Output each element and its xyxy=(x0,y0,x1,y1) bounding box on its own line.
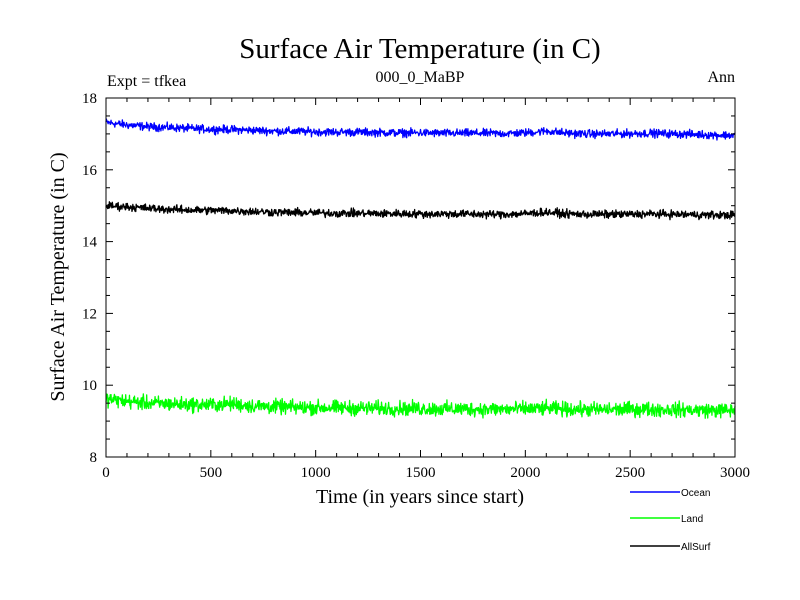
y-axis-label: Surface Air Temperature (in C) xyxy=(47,152,69,401)
y-tick-label: 18 xyxy=(82,91,97,107)
y-tick-label: 8 xyxy=(90,450,98,466)
series-layer xyxy=(105,118,736,419)
legend-label-ocean: Ocean xyxy=(681,488,710,499)
axes-layer: 0 500 1000 1500 2000 2500 3000 8 10 12 14 16 18 xyxy=(82,91,750,481)
y-tick-label: 10 xyxy=(82,378,97,394)
x-tick-label: 0 xyxy=(102,465,110,481)
x-tick-label: 2500 xyxy=(615,465,645,481)
y-tick-label: 14 xyxy=(82,235,98,251)
x-axis-label: Time (in years since start) xyxy=(316,486,524,508)
series-line-ocean xyxy=(105,118,736,141)
legend-label-land: Land xyxy=(681,514,703,525)
x-tick-label: 1500 xyxy=(406,465,436,481)
x-tick-label: 1000 xyxy=(301,465,331,481)
experiment-label: Expt = tfkea xyxy=(107,73,186,90)
chart-title: Surface Air Temperature (in C) xyxy=(239,33,600,65)
legend: Ocean Land AllSurf xyxy=(630,488,711,553)
legend-label-allsurf: AllSurf xyxy=(681,542,711,553)
series-line-allsurf xyxy=(105,201,736,221)
plot-frame xyxy=(105,97,736,458)
series-line-land xyxy=(105,393,736,419)
x-tick-label: 500 xyxy=(200,465,223,481)
x-tick-label: 2000 xyxy=(510,465,540,481)
season-label: Ann xyxy=(707,69,735,86)
x-tick-label: 3000 xyxy=(720,465,750,481)
y-tick-label: 16 xyxy=(82,163,98,179)
y-tick-label: 12 xyxy=(82,306,97,322)
period-label: 000_0_MaBP xyxy=(376,69,465,86)
